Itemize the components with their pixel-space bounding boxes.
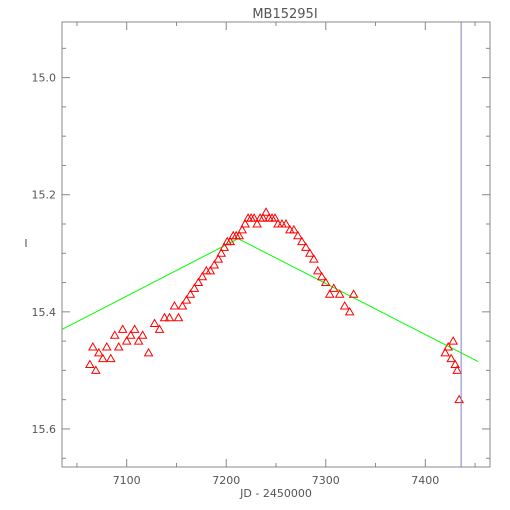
data-point xyxy=(173,312,184,322)
data-point xyxy=(454,394,465,404)
data-point xyxy=(93,347,104,357)
data-point xyxy=(159,312,170,322)
x-tick-label: 7300 xyxy=(312,474,340,487)
data-point xyxy=(240,218,251,228)
data-point xyxy=(334,289,345,298)
data-point xyxy=(164,312,175,322)
data-point xyxy=(149,318,160,328)
data-point xyxy=(237,224,248,234)
data-point xyxy=(213,254,224,263)
data-point xyxy=(185,289,196,298)
data-point xyxy=(113,341,124,351)
data-point xyxy=(87,341,98,351)
data-point xyxy=(261,207,271,216)
data-point xyxy=(316,271,327,281)
data-point xyxy=(117,324,128,333)
data-point xyxy=(446,353,457,363)
data-point xyxy=(450,359,461,369)
y-tick-label: 15.4 xyxy=(32,306,57,319)
y-tick-label: 15.6 xyxy=(32,423,57,436)
x-tick-label: 7100 xyxy=(113,474,141,487)
y-axis-label: I xyxy=(24,237,27,250)
data-point xyxy=(324,289,335,298)
data-point xyxy=(270,213,280,222)
plot-frame xyxy=(61,21,491,468)
data-point xyxy=(225,236,236,246)
data-point xyxy=(308,254,319,263)
data-point xyxy=(249,213,259,222)
data-point xyxy=(121,336,132,345)
data-point xyxy=(443,341,454,351)
data-point xyxy=(201,265,212,275)
data-point xyxy=(219,242,230,251)
data-point xyxy=(143,347,154,357)
data-point xyxy=(300,242,311,251)
data-point xyxy=(85,359,95,369)
data-point xyxy=(154,324,165,333)
data-point xyxy=(209,259,220,269)
data-point xyxy=(205,265,216,275)
data-point xyxy=(129,324,140,333)
x-tick-label: 7400 xyxy=(411,474,439,487)
data-point xyxy=(101,341,112,351)
data-point xyxy=(289,224,299,234)
data-point xyxy=(169,300,180,310)
y-tick-label: 15.2 xyxy=(32,189,57,202)
data-point xyxy=(339,300,350,310)
data-point xyxy=(133,336,144,345)
data-point xyxy=(252,218,262,228)
fit-line xyxy=(61,238,479,363)
data-point xyxy=(193,277,204,287)
data-point xyxy=(258,213,268,222)
data-points xyxy=(85,207,465,404)
data-point xyxy=(297,236,307,246)
data-point xyxy=(137,330,148,339)
x-tick-label: 7200 xyxy=(212,474,240,487)
data-point xyxy=(344,306,355,316)
data-point xyxy=(90,365,101,374)
data-point xyxy=(125,330,136,339)
data-point xyxy=(109,330,120,339)
data-point xyxy=(105,353,116,363)
data-point xyxy=(440,347,451,357)
data-point xyxy=(97,353,108,363)
x-axis-label: JD - 2450000 xyxy=(239,487,312,500)
data-point xyxy=(320,277,331,287)
chart-title: MB15295I xyxy=(252,7,317,22)
data-point xyxy=(234,230,245,240)
data-point xyxy=(181,295,192,304)
data-point xyxy=(448,336,459,345)
data-point xyxy=(197,271,208,281)
data-point xyxy=(216,248,227,257)
data-point xyxy=(177,300,188,310)
data-point xyxy=(348,289,359,298)
data-point xyxy=(452,365,463,374)
fit-layer xyxy=(61,238,479,363)
data-point xyxy=(304,248,315,257)
data-point xyxy=(281,218,291,228)
y-tick-label: 15.0 xyxy=(32,72,57,85)
data-point xyxy=(328,283,339,292)
data-point xyxy=(312,265,323,275)
y-axis: 15.0 15.2 15.4 15.6 xyxy=(32,47,490,459)
data-point xyxy=(293,230,303,240)
x-axis: 7100 7200 7300 7400 xyxy=(76,22,476,487)
data-point xyxy=(189,283,200,292)
